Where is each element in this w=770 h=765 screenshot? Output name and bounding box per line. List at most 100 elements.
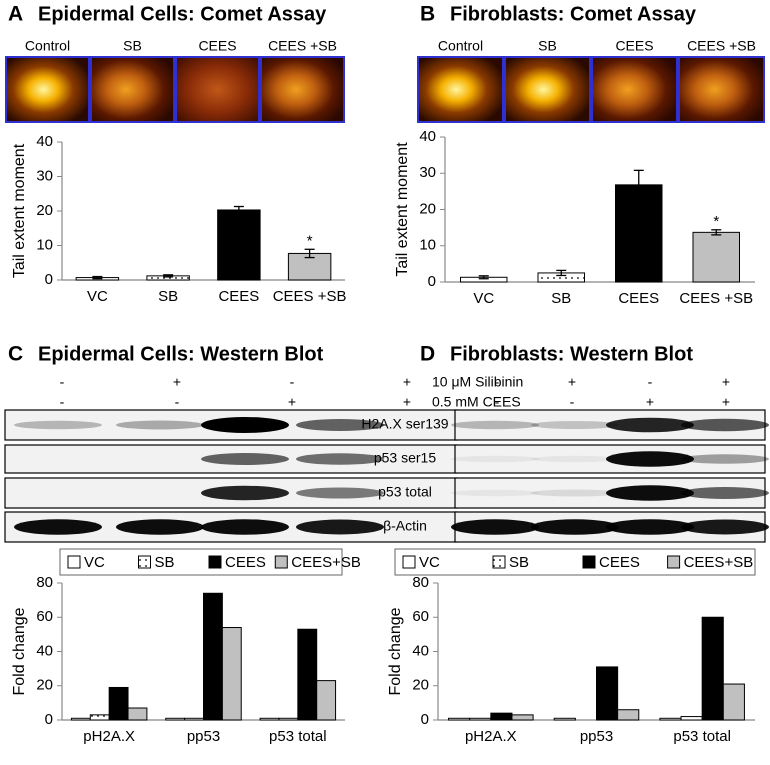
blot-band xyxy=(296,487,384,499)
comet-label: CEES xyxy=(198,38,236,54)
treatment-sign: - xyxy=(570,394,575,410)
treatment-sign: + xyxy=(288,394,296,410)
legend-label: SB xyxy=(509,554,529,571)
comet-image xyxy=(175,56,260,123)
panel-title: Epidermal Cells: Comet Assay xyxy=(38,3,327,25)
x-tick-label: SB xyxy=(551,290,572,307)
x-tick-label: VC xyxy=(86,288,108,305)
blot-band xyxy=(531,489,619,497)
y-tick-label: 20 xyxy=(36,677,53,694)
x-tick-label: pH2A.X xyxy=(464,728,517,745)
band-label: β-Actin xyxy=(383,518,427,534)
bar xyxy=(680,716,703,721)
bar xyxy=(701,616,724,721)
comet-image xyxy=(417,56,504,123)
annotation: * xyxy=(713,213,719,230)
y-tick-label: 20 xyxy=(412,677,429,694)
x-tick-label: pH2A.X xyxy=(83,728,135,745)
bar xyxy=(722,683,745,721)
treatment-sign: + xyxy=(722,374,730,390)
y-tick-label: 0 xyxy=(45,711,53,728)
comet-image xyxy=(678,56,765,123)
comet-label: CEES +SB xyxy=(687,38,756,54)
bar xyxy=(89,714,110,721)
blot-band xyxy=(531,421,619,429)
blot-band xyxy=(681,454,769,464)
legend-swatch xyxy=(138,555,151,569)
blot-band xyxy=(681,487,769,499)
comet-label: Control xyxy=(25,38,70,54)
treatment-sign: - xyxy=(495,394,500,410)
bar xyxy=(511,714,534,721)
y-tick-label: 0 xyxy=(428,273,436,290)
y-tick-label: 40 xyxy=(36,642,53,659)
x-tick-label: pp53 xyxy=(186,728,221,745)
comet-image xyxy=(5,56,90,123)
legend-swatch xyxy=(667,555,681,569)
x-tick-label: CEES +SB xyxy=(679,290,754,307)
x-tick-label: CEES xyxy=(218,288,260,305)
y-tick-label: 30 xyxy=(36,167,53,184)
bar xyxy=(278,717,299,721)
comet-image xyxy=(260,56,345,123)
bar xyxy=(692,231,740,283)
y-tick-label: 10 xyxy=(419,237,436,254)
error-bar xyxy=(233,205,244,215)
treatment-sign: - xyxy=(648,374,653,390)
y-tick-label: 20 xyxy=(419,200,436,217)
y-tick-label: 60 xyxy=(412,608,429,625)
treatment-sign: + xyxy=(568,374,576,390)
error-bar xyxy=(633,169,644,201)
bar xyxy=(469,717,492,721)
comet-image xyxy=(591,56,678,123)
x-tick-label: p53 total xyxy=(673,728,731,745)
blot-band xyxy=(451,420,539,430)
bar xyxy=(659,717,682,721)
blot-band xyxy=(296,519,384,535)
bar xyxy=(165,717,186,721)
legend-label: SB xyxy=(155,554,175,571)
treatment-sign: - xyxy=(495,374,500,390)
error-bar xyxy=(711,229,722,236)
x-tick-label: p53 total xyxy=(269,728,327,745)
legend-label: VC xyxy=(84,554,105,571)
treatment-sign: - xyxy=(60,394,65,410)
legend-swatch xyxy=(582,555,596,569)
bar xyxy=(203,592,223,721)
blot-band xyxy=(451,489,539,497)
annotation: * xyxy=(307,232,313,249)
legend-swatch xyxy=(208,555,222,569)
error-bar xyxy=(556,269,567,277)
legend-label: VC xyxy=(419,554,440,571)
panel-letter: C xyxy=(8,343,23,366)
comet-image xyxy=(504,56,591,123)
treatment-sign: - xyxy=(290,374,295,390)
panel-title: Fibroblasts: Comet Assay xyxy=(450,3,697,25)
y-tick-label: 40 xyxy=(36,133,53,150)
comet-image xyxy=(90,56,175,123)
bar xyxy=(316,680,337,721)
panel-title: Fibroblasts: Western Blot xyxy=(450,343,693,365)
treatment-label: 0.5 mM CEES xyxy=(432,394,521,410)
treatment-sign: + xyxy=(722,394,730,410)
bar xyxy=(297,628,318,721)
bar xyxy=(617,709,640,721)
blot-band xyxy=(451,455,539,463)
bar xyxy=(490,712,513,721)
blot-band xyxy=(14,519,102,535)
y-tick-label: 20 xyxy=(36,202,53,219)
blot-band xyxy=(296,419,384,431)
bar xyxy=(127,707,148,721)
treatment-label: 10 μM Silibinin xyxy=(432,374,523,390)
y-axis-label: Fold change xyxy=(11,607,28,695)
blot-band xyxy=(606,451,694,467)
blot-band xyxy=(201,417,289,433)
blot-band xyxy=(681,418,769,432)
y-axis-label: Tail extent moment xyxy=(11,143,28,278)
comet-label: CEES xyxy=(615,38,653,54)
legend-swatch xyxy=(274,555,288,569)
band-label: p53 total xyxy=(378,484,432,500)
y-axis-label: Fold change xyxy=(387,607,404,695)
y-tick-label: 80 xyxy=(36,574,53,591)
